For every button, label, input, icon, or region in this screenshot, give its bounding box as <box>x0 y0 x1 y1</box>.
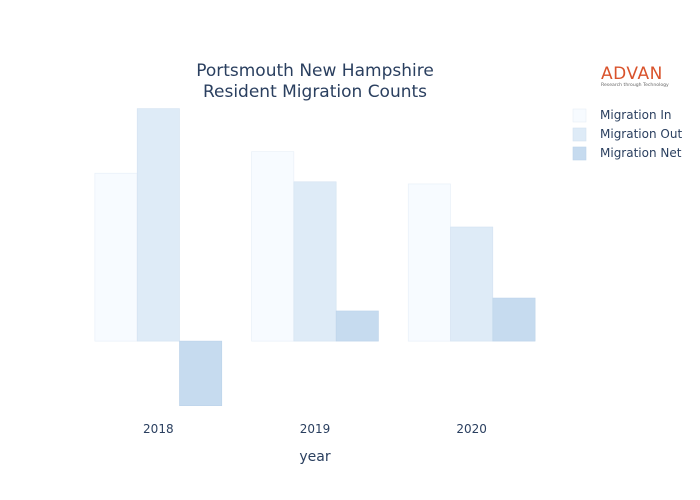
bars-layer <box>94 108 536 406</box>
legend: Migration In Migration Out Migration Net <box>572 108 682 161</box>
bar-migration-net-2018 <box>179 340 223 406</box>
legend-label-migration-net[interactable]: Migration Net <box>600 146 682 160</box>
x-axis-title: year <box>299 449 330 465</box>
logo-tagline: Research through Technology <box>601 83 669 88</box>
legend-label-migration-out[interactable]: Migration Out <box>600 127 682 141</box>
x-axis-ticks: 2018 2019 2020 <box>143 422 487 436</box>
legend-swatch-migration-net[interactable] <box>572 146 587 161</box>
legend-label-migration-in[interactable]: Migration In <box>600 108 672 122</box>
chart-title: Portsmouth New Hampshire Resident Migrat… <box>196 61 434 102</box>
legend-swatch-migration-in[interactable] <box>572 108 587 123</box>
advan-logo: ADVAN Research through Technology <box>601 66 673 94</box>
bar-migration-net-2020 <box>492 297 536 342</box>
chart-title-line-2: Resident Migration Counts <box>203 82 427 102</box>
x-tick-label-2020: 2020 <box>456 422 487 436</box>
bar-migration-in-2019 <box>251 151 295 342</box>
bar-migration-in-2020 <box>407 183 451 342</box>
x-tick-label-2019: 2019 <box>300 422 331 436</box>
chart-title-line-1: Portsmouth New Hampshire <box>196 61 434 81</box>
x-tick-label-2018: 2018 <box>143 422 174 436</box>
bar-migration-out-2018 <box>136 108 180 342</box>
bar-migration-out-2019 <box>293 181 337 342</box>
bar-migration-out-2020 <box>450 226 494 342</box>
bar-migration-net-2019 <box>335 310 379 342</box>
bar-migration-in-2018 <box>94 172 138 342</box>
legend-swatch-migration-out[interactable] <box>572 127 587 142</box>
logo-wordmark: ADVAN <box>601 64 663 84</box>
